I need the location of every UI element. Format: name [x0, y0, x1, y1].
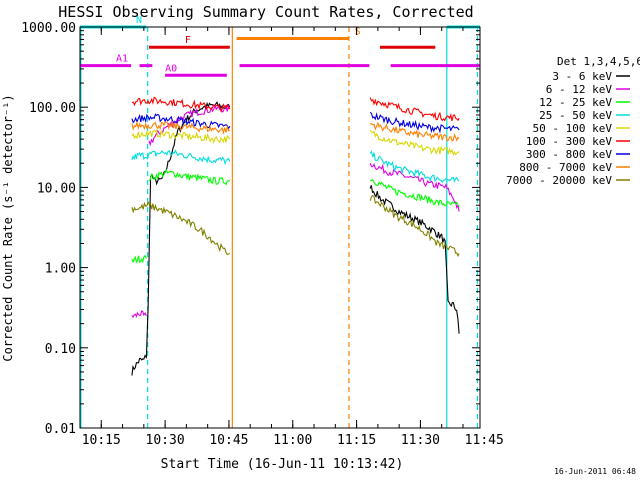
- series-line-3-1: [369, 150, 460, 184]
- legend-label-8: 7000 - 20000 keV: [506, 174, 612, 187]
- series-line-1-2: [369, 163, 460, 212]
- y-tick-label-0: 1000.00: [21, 21, 76, 36]
- footer-timestamp: 16-Jun-2011 06:48: [554, 467, 636, 476]
- y-tick-label-2: 10.00: [37, 181, 76, 196]
- x-tick-label-5: 11:30: [401, 433, 440, 448]
- x-tick-label-3: 11:00: [273, 433, 312, 448]
- legend-title: Det 1,3,4,5,6: [557, 55, 640, 68]
- series-line-4-1: [369, 129, 460, 156]
- y-tick-label-3: 1.00: [45, 262, 76, 277]
- legend-label-1: 6 - 12 keV: [546, 83, 613, 96]
- legend-label-6: 300 - 800 keV: [526, 148, 612, 161]
- series-line-8-0: [131, 200, 230, 256]
- legend-label-2: 12 - 25 keV: [539, 96, 612, 109]
- series-line-1-0: [131, 310, 147, 318]
- x-tick-label-6: 11:45: [465, 433, 504, 448]
- series-line-6-1: [369, 111, 460, 134]
- legend-label-4: 50 - 100 keV: [533, 122, 613, 135]
- x-axis: 10:15 10:30 10:45 11:00 11:15 11:30 11:45: [82, 27, 504, 448]
- legend-label-3: 25 - 50 keV: [539, 109, 612, 122]
- series-line-2-1: [148, 168, 230, 186]
- y-axis-label: Corrected Count Rate (s⁻¹ detector⁻¹): [1, 94, 15, 361]
- plot-frame: [79, 26, 481, 429]
- flag-label-2: S: [355, 26, 361, 37]
- chart-title: HESSI Observing Summary Count Rates, Cor…: [58, 3, 473, 21]
- series-line-0-0: [131, 101, 231, 376]
- series-line-7-1: [369, 121, 460, 142]
- y-tick-label-5: 0.01: [45, 422, 76, 437]
- x-tick-label-4: 11:15: [337, 433, 376, 448]
- legend-label-7: 800 - 7000 keV: [519, 161, 612, 174]
- series-line-3-0: [131, 149, 231, 166]
- x-tick-label-1: 10:30: [146, 433, 185, 448]
- y-tick-label-4: 0.10: [45, 342, 76, 357]
- series-line-6-0: [131, 113, 231, 130]
- series-line-5-0: [131, 96, 231, 113]
- series-line-2-0: [131, 254, 147, 264]
- legend-label-0: 3 - 6 keV: [552, 70, 612, 83]
- series-line-5-1: [369, 97, 460, 122]
- series-line-0-1: [369, 185, 460, 334]
- y-tick-label-1: 100.00: [29, 101, 76, 116]
- x-axis-label: Start Time (16-Jun-11 10:13:42): [161, 457, 404, 472]
- series-line-7-0: [131, 120, 231, 135]
- flag-label-3: A1: [116, 54, 128, 65]
- series-line-4-0: [131, 128, 231, 145]
- flag-label-1: F: [185, 35, 191, 46]
- flag-label-4: A0: [165, 63, 177, 74]
- flag-label-0: N: [136, 15, 142, 26]
- series-line-8-1: [369, 194, 460, 257]
- plot-area: N F S A1 A0: [79, 15, 481, 429]
- legend-label-5: 100 - 300 keV: [526, 135, 612, 148]
- x-tick-label-2: 10:45: [209, 433, 248, 448]
- y-axis: 1000.00 100.00 10.00 1.00 0.10 0.01: [21, 21, 480, 437]
- series-line-2-2: [370, 179, 460, 207]
- x-tick-label-0: 10:15: [82, 433, 121, 448]
